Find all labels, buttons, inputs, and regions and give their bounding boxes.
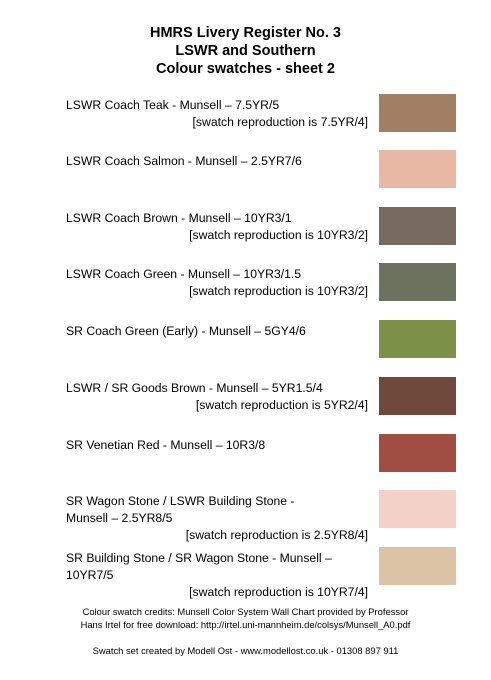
swatch-name-continued: 10YR7/5 xyxy=(66,568,114,582)
swatch-reproduction-note: [swatch reproduction is 10YR3/2] xyxy=(189,284,368,298)
swatch-name: SR Building Stone / SR Wagon Stone - Mun… xyxy=(66,551,332,565)
colour-swatch xyxy=(379,547,456,585)
swatch-name: LSWR / SR Goods Brown - Munsell – 5YR1.5… xyxy=(66,381,323,395)
credits: Colour swatch credits: Munsell Color Sys… xyxy=(0,605,491,631)
swatch-name: LSWR Coach Green - Munsell – 10YR3/1.5 xyxy=(66,267,302,281)
credits-line-2: Hans Irtel for free download: http://irt… xyxy=(80,619,411,630)
swatch-label: LSWR / SR Goods Brown - Munsell – 5YR1.5… xyxy=(66,380,368,414)
page-title: HMRS Livery Register No. 3 LSWR and Sout… xyxy=(0,24,491,78)
swatch-name: SR Wagon Stone / LSWR Building Stone - xyxy=(66,494,295,508)
colour-swatch xyxy=(379,320,456,358)
swatch-name: SR Venetian Red - Munsell – 10R3/8 xyxy=(66,438,266,452)
colour-swatch xyxy=(379,207,456,245)
swatch-name: SR Coach Green (Early) - Munsell – 5GY4/… xyxy=(66,324,306,338)
swatch-label: SR Building Stone / SR Wagon Stone - Mun… xyxy=(66,550,368,601)
swatch-name-continued: Munsell – 2.5YR8/5 xyxy=(66,511,173,525)
swatch-label: SR Venetian Red - Munsell – 10R3/8 xyxy=(66,437,368,454)
colour-swatch xyxy=(379,150,456,188)
swatch-label: LSWR Coach Brown - Munsell – 10YR3/1 [swa… xyxy=(66,210,368,244)
swatch-reproduction-note: [swatch reproduction is 10YR7/4] xyxy=(189,585,368,599)
swatch-label: SR Coach Green (Early) - Munsell – 5GY4/… xyxy=(66,323,368,340)
colour-swatch xyxy=(379,94,456,132)
swatch-name: LSWR Coach Teak - Munsell – 7.5YR/5 xyxy=(66,98,280,112)
colour-swatch xyxy=(379,377,456,415)
swatch-reproduction-note: [swatch reproduction is 10YR3/2] xyxy=(189,228,368,242)
swatch-name: LSWR Coach Salmon - Munsell – 2.5YR7/6 xyxy=(66,154,302,168)
footer: Swatch set created by Modell Ost - www.m… xyxy=(92,645,399,656)
swatch-reproduction-note: [swatch reproduction is 5YR2/4] xyxy=(195,398,368,412)
title-line-2: LSWR and Southern xyxy=(175,43,316,59)
colour-swatch xyxy=(379,263,456,301)
colour-swatch xyxy=(379,434,456,472)
swatch-name: LSWR Coach Brown - Munsell – 10YR3/1 xyxy=(66,211,292,225)
colour-swatch xyxy=(379,490,456,528)
credits-line-1: Colour swatch credits: Munsell Color Sys… xyxy=(82,606,409,617)
swatch-label: LSWR Coach Green - Munsell – 10YR3/1.5 [s… xyxy=(66,266,368,300)
title-line-3: Colour swatches - sheet 2 xyxy=(156,61,335,77)
swatch-label: LSWR Coach Salmon - Munsell – 2.5YR7/6 xyxy=(66,153,368,170)
swatch-label: SR Wagon Stone / LSWR Building Stone - Mu… xyxy=(66,493,368,544)
swatch-reproduction-note: [swatch reproduction is 7.5YR/4] xyxy=(192,115,368,129)
swatch-label: LSWR Coach Teak - Munsell – 7.5YR/5 [swat… xyxy=(66,97,368,131)
title-line-1: HMRS Livery Register No. 3 xyxy=(150,25,341,41)
swatch-reproduction-note: [swatch reproduction is 2.5YR8/4] xyxy=(185,528,368,542)
